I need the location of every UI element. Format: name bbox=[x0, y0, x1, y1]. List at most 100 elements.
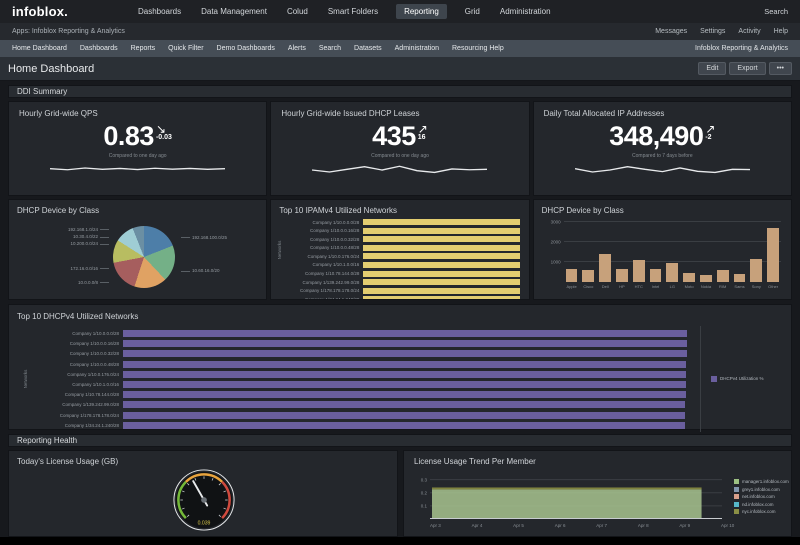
top-nav-item-grid[interactable]: Grid bbox=[464, 7, 480, 16]
hbar[interactable] bbox=[363, 219, 521, 225]
kpi-row: Hourly Grid-wide QPS 0.83 ↘ -0.03 Compared… bbox=[8, 101, 792, 196]
menu-item-demo-dashboards[interactable]: Demo Dashboards bbox=[216, 45, 275, 52]
edit-button[interactable]: Edit bbox=[698, 62, 727, 75]
menu-item-alerts[interactable]: Alerts bbox=[287, 45, 306, 52]
hbar[interactable] bbox=[363, 261, 520, 268]
bar-panel-device-class: DHCP Device by Class 1000 2000 3000 Apple C… bbox=[532, 199, 792, 300]
x-tick-label: Sony bbox=[751, 284, 761, 289]
menu-item-dashboards[interactable]: Dashboards bbox=[79, 45, 118, 52]
trend-up-icon: ↗ bbox=[705, 122, 716, 136]
vbar[interactable] bbox=[733, 274, 746, 282]
hbar-label: Company 1/10.0.176.0/24 bbox=[67, 371, 119, 377]
vbar[interactable] bbox=[649, 269, 662, 282]
hbar[interactable] bbox=[363, 270, 520, 277]
hbar-label: Company 1/10.78.144.0/28 bbox=[305, 271, 360, 277]
vbar[interactable] bbox=[750, 259, 763, 282]
apps-link-activity[interactable]: Activity bbox=[738, 28, 761, 35]
hbar[interactable] bbox=[363, 227, 521, 234]
trend-panel-license-usage: License Usage Trend Per Member 0.1 0.2 0.3… bbox=[403, 450, 792, 537]
vbar[interactable] bbox=[700, 275, 712, 282]
hbar[interactable] bbox=[123, 330, 688, 337]
hbar[interactable] bbox=[363, 296, 520, 299]
vbar[interactable] bbox=[767, 227, 780, 282]
menu-item-quick-filter[interactable]: Quick Filter bbox=[168, 45, 204, 52]
kpi-allocated-ips: Daily Total Allocated IP Addresses 348,4… bbox=[532, 101, 792, 196]
hbar-row: Company 1/34.24.1.240/28 bbox=[31, 421, 692, 429]
menu-right-label: Infoblox Reporting & Analytics bbox=[695, 45, 788, 52]
apps-link-help[interactable]: Help bbox=[773, 28, 788, 35]
hbar[interactable] bbox=[123, 391, 686, 399]
chart-row: DHCP Device by Class 192.168.1.0/24 10.30… bbox=[8, 199, 792, 300]
panel-title: Top 10 IPAMv4 Utilized Networks bbox=[279, 206, 397, 215]
x-tick-label: Sams bbox=[734, 284, 745, 289]
search-link[interactable]: Search bbox=[764, 7, 788, 16]
hbar[interactable] bbox=[123, 340, 687, 348]
hbar[interactable] bbox=[123, 360, 687, 368]
legend-item: grey1.infoblox.com bbox=[734, 486, 789, 492]
hbar-row: Company 1/10.0.176.0/24 bbox=[279, 253, 521, 260]
legend-item: nd.infoblox.com bbox=[734, 501, 789, 507]
hbar-chart[interactable]: Networks Company 1/10.0.0.0/28 Company 1/… bbox=[17, 326, 692, 432]
pie-slice-label: 172.16.0.0/16 bbox=[15, 265, 109, 272]
top-nav-item-smart-folders[interactable]: Smart Folders bbox=[327, 7, 379, 16]
hbar-row: Company 1/10.0.176.0/24 bbox=[31, 370, 692, 378]
hbar-chart[interactable]: Company 1/10.0.0.0/28 Company 1/10.0.0.16… bbox=[279, 219, 521, 300]
hbar[interactable] bbox=[363, 279, 520, 286]
vbar[interactable] bbox=[582, 269, 595, 282]
more-button[interactable]: ••• bbox=[768, 62, 792, 75]
top-nav-item-colud[interactable]: Colud bbox=[286, 7, 308, 16]
vbar[interactable] bbox=[666, 263, 679, 282]
panel-title: DHCP Device by Class bbox=[541, 206, 624, 215]
gauge-value: 0.039 bbox=[198, 520, 211, 526]
hbar[interactable] bbox=[363, 236, 521, 243]
x-tick-label: Apr 4 bbox=[471, 523, 483, 528]
vbar[interactable] bbox=[716, 269, 729, 282]
x-tick-label: Apr 6 bbox=[554, 523, 566, 528]
hbar[interactable] bbox=[363, 244, 521, 251]
menu-item-administration[interactable]: Administration bbox=[394, 45, 439, 52]
x-tick-label: Apr 3 bbox=[430, 523, 441, 528]
hbar[interactable] bbox=[363, 287, 520, 294]
vbar[interactable] bbox=[683, 273, 696, 282]
legend-label: DHCPv4 Utilization % bbox=[720, 376, 764, 382]
menu-item-datasets[interactable]: Datasets bbox=[354, 45, 382, 52]
vbar-chart[interactable]: 1000 2000 3000 bbox=[551, 220, 781, 282]
pie-chart[interactable] bbox=[113, 226, 175, 288]
hbar[interactable] bbox=[123, 380, 686, 388]
vbar[interactable] bbox=[632, 259, 645, 282]
hbar[interactable] bbox=[123, 401, 686, 409]
menu-item-resourcing-help[interactable]: Resourcing Help bbox=[452, 45, 504, 52]
top-nav-item-reporting[interactable]: Reporting bbox=[396, 4, 447, 19]
gauge-chart[interactable]: 0.039 bbox=[172, 468, 236, 532]
hbar[interactable] bbox=[123, 421, 685, 429]
menu-item-search[interactable]: Search bbox=[318, 45, 342, 52]
hbar[interactable] bbox=[123, 350, 687, 358]
hbar[interactable] bbox=[363, 253, 521, 260]
bottom-strip bbox=[0, 537, 800, 545]
apps-link-settings[interactable]: Settings bbox=[700, 28, 726, 35]
section-ddi-summary[interactable]: DDI Summary bbox=[8, 85, 792, 98]
export-button[interactable]: Export bbox=[729, 62, 766, 75]
top-nav-item-data-management[interactable]: Data Management bbox=[201, 7, 267, 16]
hbar[interactable] bbox=[123, 411, 686, 419]
kpi-note: Compared to one day ago bbox=[108, 153, 167, 159]
hbar-label: Company 1/34.24.1.240/28 bbox=[305, 296, 360, 300]
top-nav-item-dashboards[interactable]: Dashboards bbox=[137, 7, 182, 16]
hbar-row: Company 1/10.0.0.16/28 bbox=[279, 227, 521, 234]
top-nav-item-administration[interactable]: Administration bbox=[499, 7, 551, 16]
apps-bar: Apps: Infoblox Reporting & Analytics Mes… bbox=[0, 23, 800, 40]
pie-slice-label: 10.0.0.0/8 bbox=[15, 279, 109, 286]
hbar[interactable] bbox=[123, 370, 687, 378]
section-reporting-health[interactable]: Reporting Health bbox=[8, 434, 792, 447]
vbar[interactable] bbox=[565, 269, 578, 282]
legend-item: nyc.infoblox.com bbox=[734, 509, 789, 514]
hbar-row: Company 1/178.178.178.0/24 bbox=[279, 287, 520, 294]
hbar-row: Company 1/178.178.178.0/24 bbox=[31, 411, 692, 419]
vbar[interactable] bbox=[616, 269, 628, 282]
menu-item-reports[interactable]: Reports bbox=[130, 45, 156, 52]
menu-item-home-dashboard[interactable]: Home Dashboard bbox=[12, 45, 67, 52]
area-chart[interactable]: 0.1 0.2 0.3 bbox=[421, 473, 722, 519]
vbar[interactable] bbox=[599, 254, 612, 282]
apps-link-messages[interactable]: Messages bbox=[655, 28, 688, 35]
hbar-label: Company 1/10.0.0.48/28 bbox=[69, 361, 119, 367]
